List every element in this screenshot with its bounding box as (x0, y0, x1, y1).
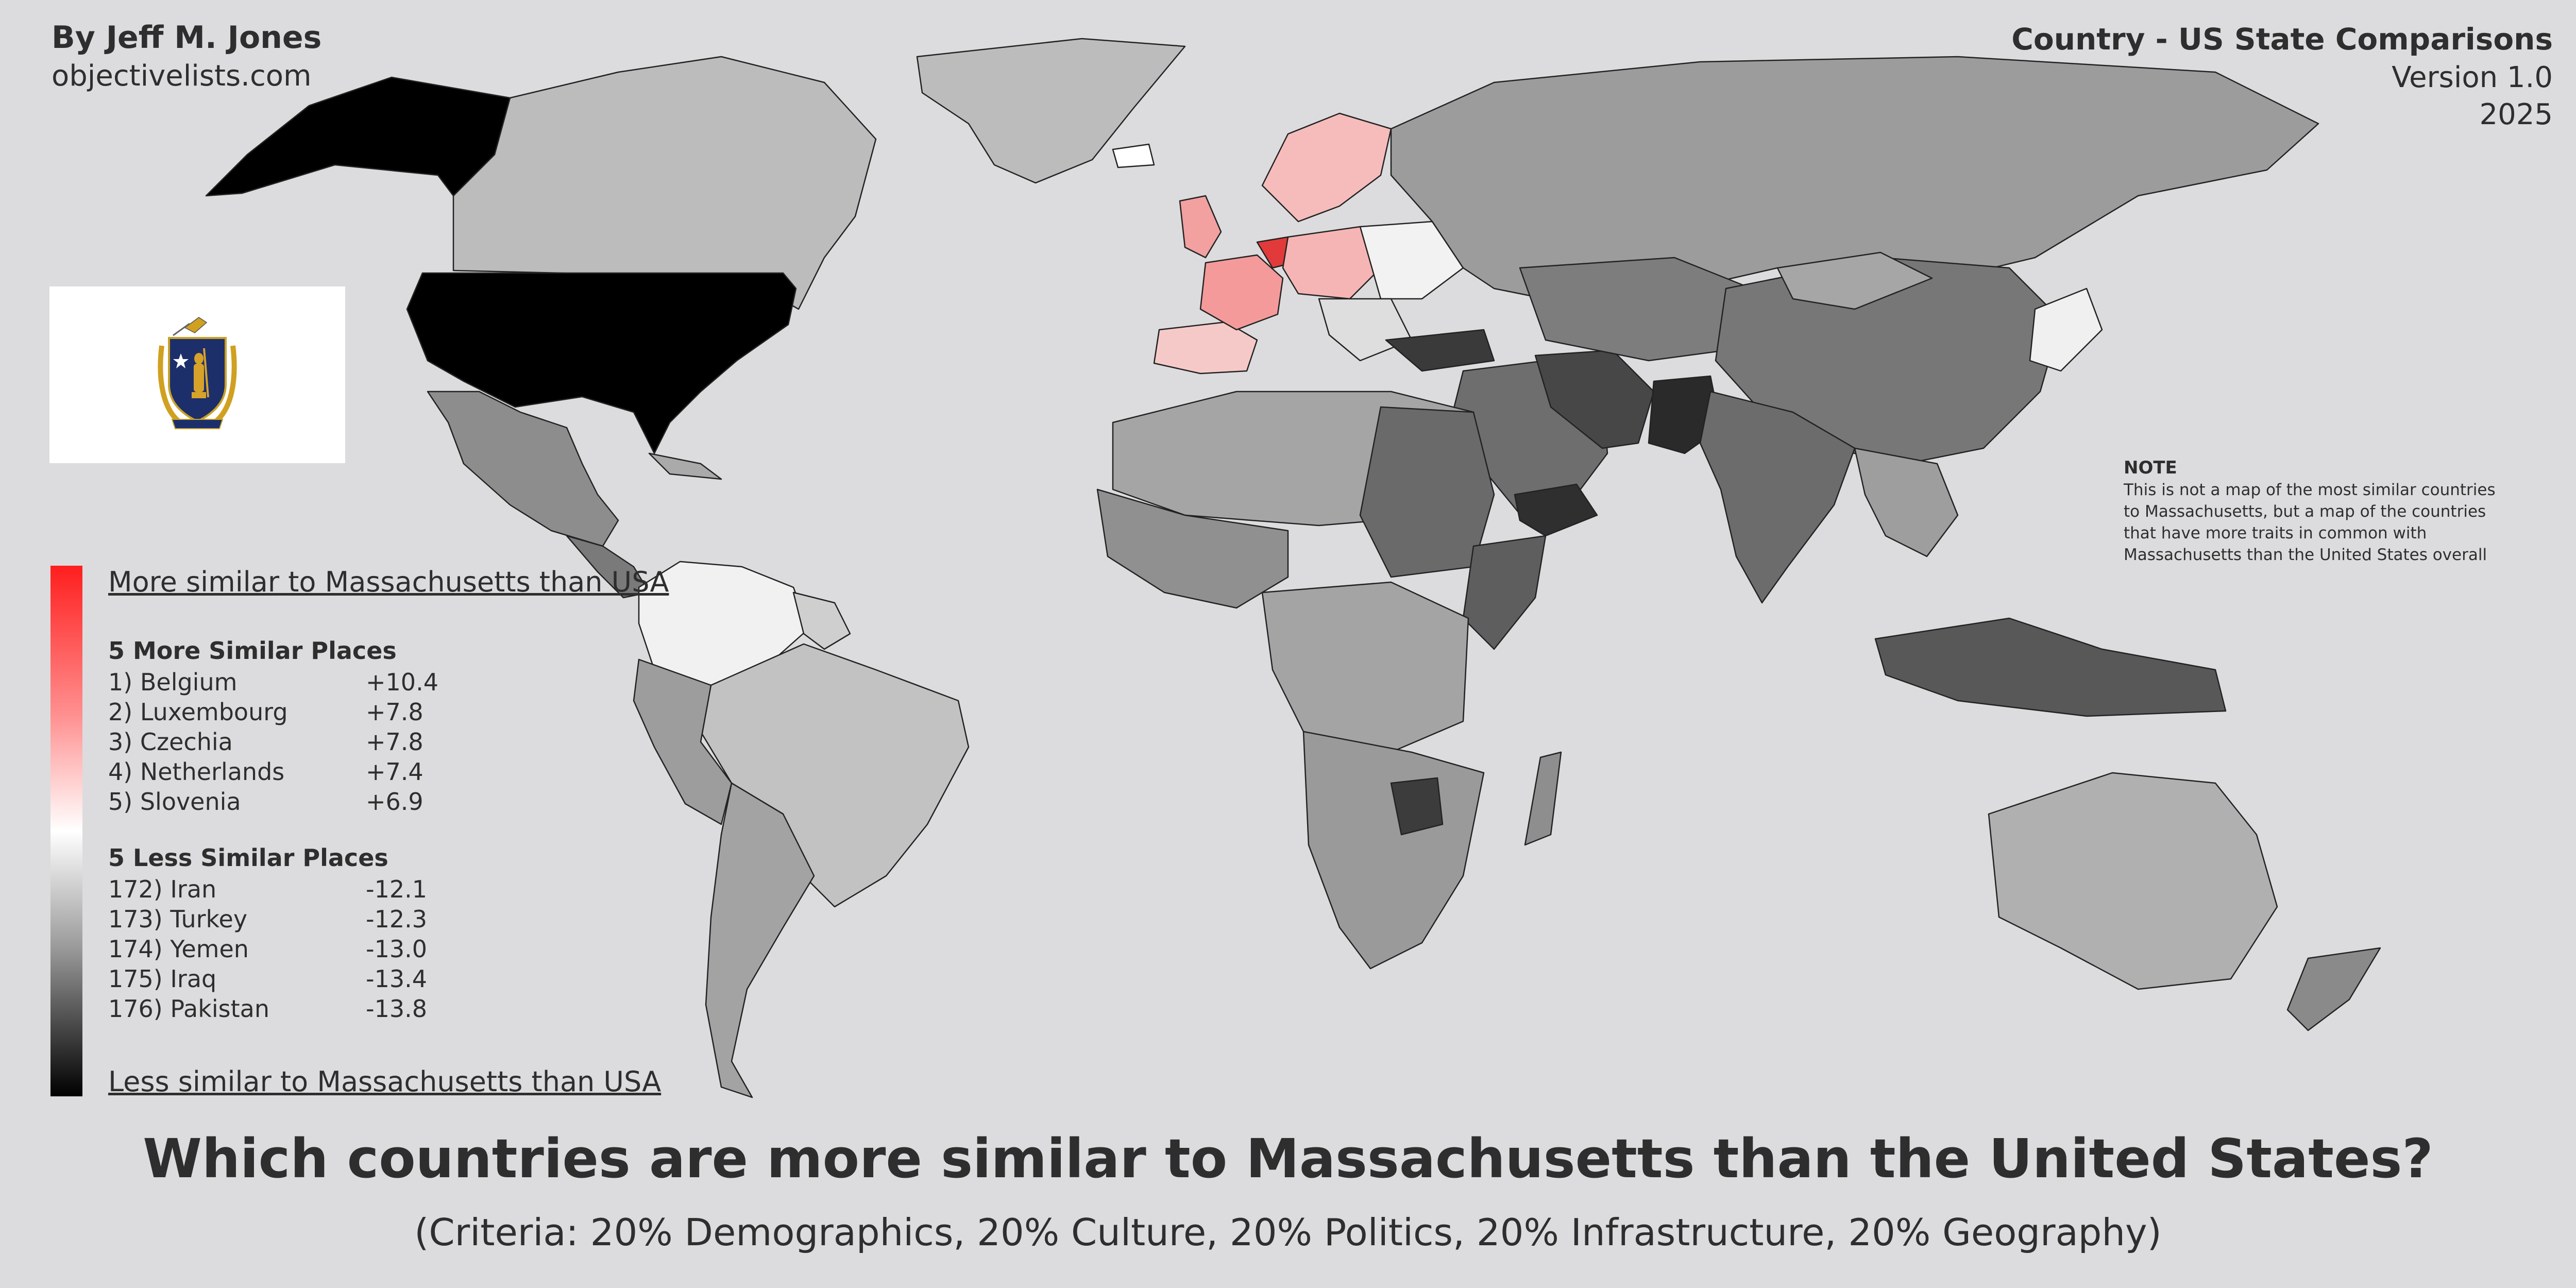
venezuela-colombia-region (638, 561, 810, 686)
more-similar-item-score: +7.8 (366, 698, 423, 726)
caribbean-region (648, 452, 722, 480)
mexico-region (427, 391, 619, 547)
less-similar-item-score: -13.0 (366, 935, 428, 963)
less-similar-item-name: 174) Yemen (108, 935, 249, 963)
uk-ireland-region (1179, 195, 1222, 259)
more-similar-item-name: 4) Netherlands (108, 758, 285, 786)
note-body: This is not a map of the most similar co… (2124, 481, 2496, 565)
less-similar-item-name: 173) Turkey (108, 905, 248, 933)
more-similar-item-score: +6.9 (366, 788, 423, 816)
more-similar-item-name: 1) Belgium (108, 668, 238, 696)
series-title: Country - US State Comparisons (2011, 22, 2553, 57)
australia-region (1988, 772, 2278, 990)
indonesia-region (1874, 617, 2227, 717)
mongolia-region (1776, 251, 1933, 310)
andes-region (633, 658, 733, 825)
map-title: Which countries are more similar to Mass… (143, 1127, 2433, 1190)
horn-africa-region (1462, 535, 1547, 650)
more-similar-item-score: +10.4 (366, 668, 438, 696)
turkey-region (1385, 329, 1495, 372)
zimbabwe-region (1390, 777, 1444, 836)
southern-africa-region (1302, 731, 1485, 970)
japan-korea-region (2029, 287, 2103, 372)
new-zealand-region (2286, 947, 2381, 1031)
india-region (1699, 391, 1856, 604)
balkans-region (1318, 298, 1413, 362)
russia-region (1390, 56, 2319, 310)
author-name: By Jeff M. Jones (52, 20, 322, 56)
less-similar-item-score: -12.1 (366, 875, 428, 903)
canada-region (452, 56, 877, 310)
legend-more-similar-label: More similar to Massachusetts than USA (108, 566, 669, 598)
madagascar-region (1524, 751, 1562, 846)
iceland-region (1112, 143, 1155, 168)
scandinavia-region (1261, 112, 1392, 223)
guianas-region (792, 591, 851, 650)
southern-cone-region (705, 782, 815, 1098)
note-heading: NOTE (2124, 457, 2177, 478)
legend-less-similar-label: Less similar to Massachusetts than USA (108, 1065, 662, 1098)
more-similar-item-name: 5) Slovenia (108, 788, 241, 816)
version-label: Version 1.0 (2392, 61, 2553, 94)
year-label: 2025 (2479, 98, 2553, 131)
france-region (1199, 254, 1284, 331)
website-link[interactable]: objectivelists.com (52, 59, 312, 93)
more-similar-item-score: +7.4 (366, 758, 423, 786)
central-africa-region (1261, 581, 1469, 753)
similarity-scale-bar (50, 566, 82, 1096)
criteria-subtitle: (Criteria: 20% Demographics, 20% Culture… (414, 1211, 2162, 1254)
less-similar-item-score: -12.3 (366, 905, 428, 933)
less-similar-item-name: 175) Iraq (108, 965, 217, 993)
iberia-region (1153, 321, 1258, 375)
usa-region (406, 272, 797, 454)
less-similar-heading: 5 Less Similar Places (108, 844, 388, 872)
southeast-asia-region (1854, 447, 1959, 557)
more-similar-item-score: +7.8 (366, 728, 423, 756)
eastern-europe-region (1359, 221, 1464, 300)
more-similar-item-name: 2) Luxembourg (108, 698, 288, 726)
more-similar-heading: 5 More Similar Places (108, 637, 397, 665)
massachusetts-seal-icon (158, 317, 237, 429)
less-similar-item-name: 176) Pakistan (108, 995, 269, 1023)
less-similar-item-score: -13.8 (366, 995, 428, 1023)
massachusetts-flag (49, 286, 345, 463)
yemen-region (1514, 483, 1598, 537)
greenland-region (916, 38, 1186, 184)
less-similar-item-name: 172) Iran (108, 875, 217, 903)
china-region (1715, 257, 2062, 465)
less-similar-item-score: -13.4 (366, 965, 428, 993)
more-similar-item-name: 3) Czechia (108, 728, 233, 756)
